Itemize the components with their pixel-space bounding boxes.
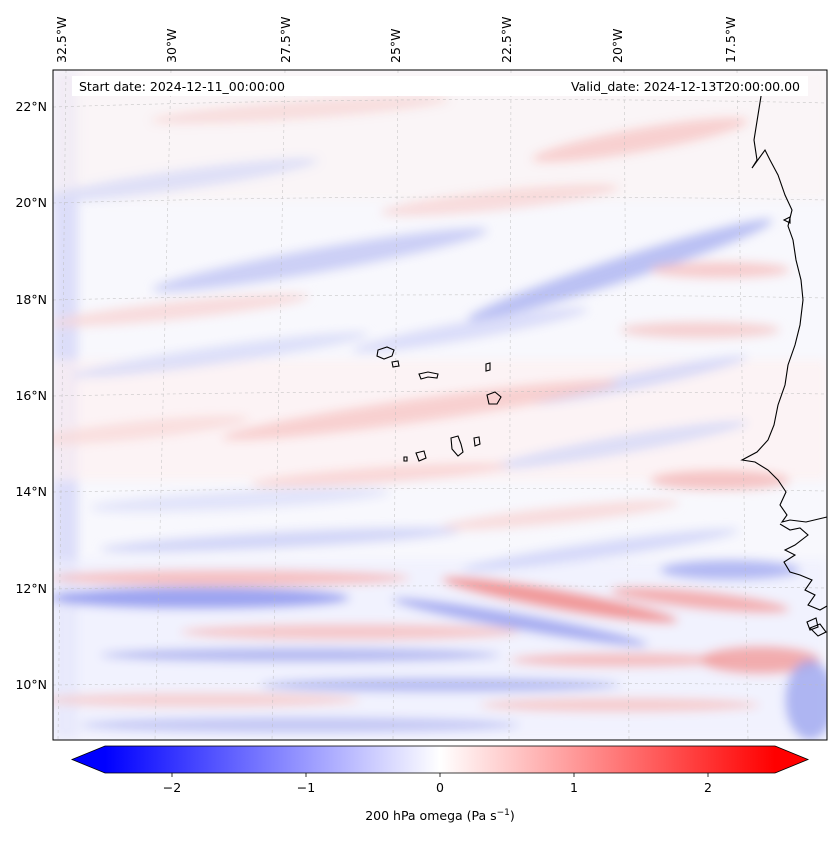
colorbar-extend-max: [775, 746, 808, 773]
lat-label-10n: 10°N: [15, 677, 47, 692]
lat-label-16n: 16°N: [15, 388, 47, 403]
colorbar-label: 200 hPa omega (Pa s−1): [365, 808, 515, 823]
lon-label-27-5w: 27.5°W: [278, 17, 293, 63]
lon-label-17-5w: 17.5°W: [723, 17, 738, 63]
island-sao-vicente: [391, 360, 400, 368]
island-brava: [403, 456, 408, 462]
colorbar: −2 −1 0 1 2 200 hPa omega (Pa s−1): [70, 745, 810, 823]
lat-label-18n: 18°N: [15, 292, 47, 307]
island-sal: [485, 362, 491, 372]
gridlines: [52, 69, 828, 741]
colorbar-tick-labels: −2 −1 0 1 2: [163, 780, 712, 795]
lat-label-14n: 14°N: [15, 484, 47, 499]
colorbar-ticks: [171, 773, 709, 777]
colorbar-extend-min: [72, 746, 105, 773]
omega-field: [53, 70, 827, 740]
valid-date-label: Valid_date: 2024-12-13T20:00:00.00: [571, 79, 800, 94]
start-date-label: Start date: 2024-12-11_00:00:00: [79, 79, 285, 94]
colorbar-tick-neg1: −1: [297, 780, 315, 795]
africa-coastline: [740, 89, 828, 523]
lon-label-20w: 20°W: [610, 28, 625, 63]
lat-label-22n: 22°N: [15, 99, 47, 114]
island-maio: [473, 436, 481, 447]
colorbar-tick-2: 2: [704, 780, 712, 795]
island-boa-vista: [486, 391, 502, 405]
lon-label-32-5w: 32.5°W: [54, 17, 69, 63]
latitude-labels: 22°N 20°N 18°N 16°N 14°N 12°N 10°N: [15, 99, 47, 692]
colorbar-tick-0: 0: [436, 780, 444, 795]
coastlines: [376, 89, 828, 637]
colorbar-tick-neg2: −2: [163, 780, 181, 795]
colorbar-outline: [70, 745, 810, 774]
lon-label-30w: 30°W: [164, 28, 179, 63]
island-santiago: [450, 435, 464, 457]
island-fogo: [415, 450, 427, 462]
lat-label-20n: 20°N: [15, 195, 47, 210]
island-santo-antao: [376, 346, 395, 360]
lon-label-25w: 25°W: [388, 28, 403, 63]
date-header: Start date: 2024-12-11_00:00:00 Valid_da…: [72, 76, 808, 96]
colorbar-tick-1: 1: [570, 780, 578, 795]
lat-label-12n: 12°N: [15, 581, 47, 596]
longitude-labels: 32.5°W 30°W 27.5°W 25°W 22.5°W 20°W 17.5…: [54, 17, 738, 63]
lon-label-22-5w: 22.5°W: [499, 17, 514, 63]
map-panel: Start date: 2024-12-11_00:00:00 Valid_da…: [52, 69, 828, 741]
island-sao-nicolau: [418, 371, 439, 380]
map-frame: [52, 69, 828, 741]
colorbar-body: [105, 746, 775, 773]
